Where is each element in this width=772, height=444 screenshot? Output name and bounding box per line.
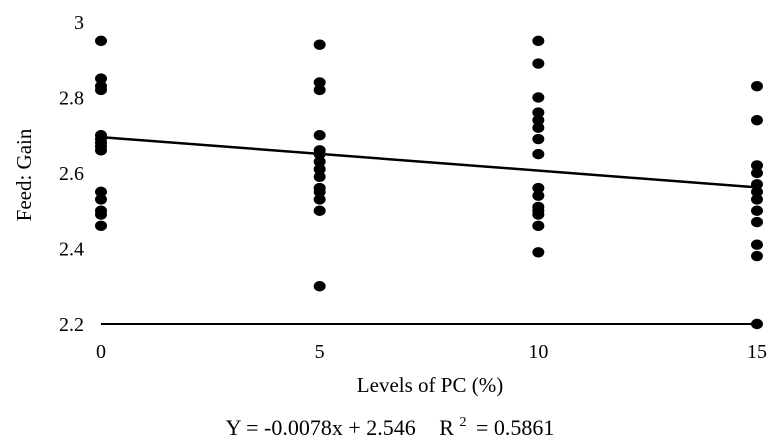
data-point [532,58,545,69]
data-point [313,164,326,175]
y-axis-tick-labels: 2.2 2.4 2.6 2.8 3 [59,12,84,336]
data-point [532,114,545,126]
r-squared-exponent: 2 [459,415,466,430]
data-point [95,84,107,96]
y-tick-label: 2.6 [59,163,84,185]
data-point [532,148,545,160]
data-point [313,281,326,292]
data-point [313,39,326,50]
data-point [95,73,107,84]
x-axis-title: Levels of PC (%) [357,373,503,397]
data-point [751,167,763,179]
data-point [532,182,545,194]
data-point [751,250,763,262]
y-tick-label: 3 [74,12,84,34]
data-point [751,186,763,198]
r-squared-label: R [439,415,454,440]
equation-text: Y = -0.0078x + 2.546 [226,415,416,440]
data-point [313,77,326,88]
data-point [95,186,107,198]
data-point [95,35,107,47]
trend-line [100,135,758,189]
data-point [95,145,107,156]
data-point [532,133,545,145]
data-point [532,209,545,220]
data-point [751,160,763,171]
data-point [532,35,545,47]
data-point [751,114,763,126]
data-point [751,80,763,92]
data-point [313,148,326,160]
y-tick-label: 2.4 [59,239,84,261]
y-tick-label: 2.2 [59,314,84,336]
data-point [751,194,763,205]
data-point [313,171,326,182]
data-point [532,220,545,232]
data-point [532,247,545,258]
regression-equation: Y = -0.0078x + 2.546 R 2 = 0.5861 [226,406,555,440]
x-tick-label: 10 [528,341,548,363]
data-point [313,194,326,205]
data-point [313,205,326,216]
data-point [532,190,545,201]
x-tick-label: 0 [96,341,106,363]
r-squared-value: = 0.5861 [476,415,554,440]
data-point [751,318,763,330]
data-points [95,35,763,330]
data-point [751,216,763,228]
data-point [313,130,326,141]
data-point [532,122,545,133]
data-point [313,186,326,198]
y-tick-label: 2.8 [59,88,84,110]
data-point [751,239,763,250]
x-tick-label: 15 [747,341,767,363]
data-point [95,220,107,232]
x-axis-tick-labels: 0 5 10 15 [96,341,767,363]
data-point [313,84,326,96]
data-point [532,92,545,103]
data-point [95,194,107,205]
data-point [95,209,107,220]
x-tick-label: 5 [315,341,325,363]
y-axis-title: Feed: Gain [12,128,36,221]
data-point [751,179,763,190]
data-point [532,107,545,118]
data-point [751,205,763,216]
data-point [313,156,326,167]
